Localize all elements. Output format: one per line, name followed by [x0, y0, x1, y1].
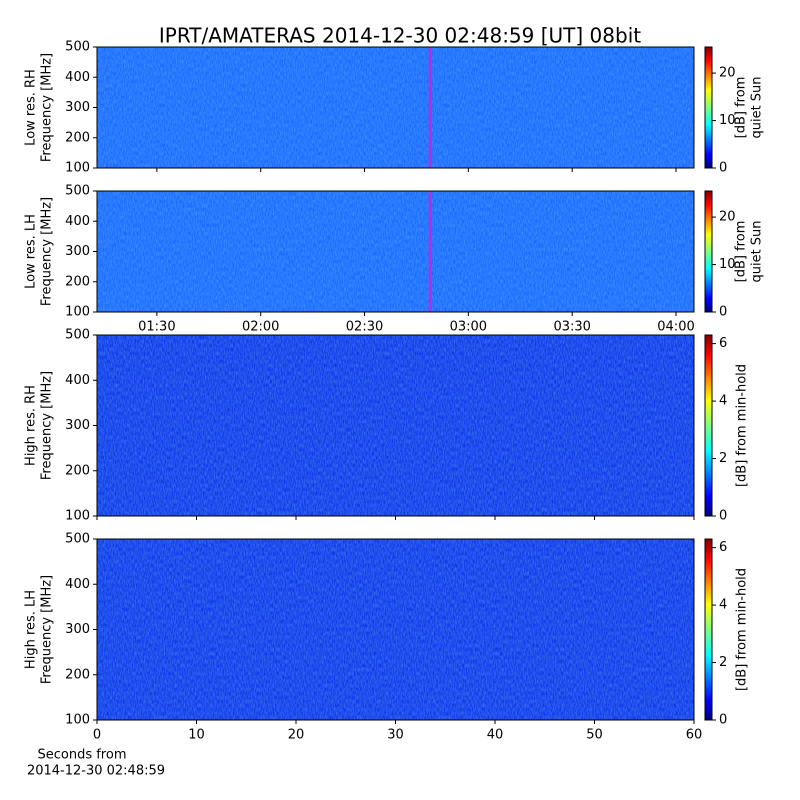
- colorbar: [704, 190, 713, 313]
- colorbar-label: [dB] from min-hold: [735, 364, 750, 487]
- x-tick-label: 60: [686, 728, 703, 743]
- heatmap-texture: [97, 539, 694, 720]
- x-tick-label: 03:30: [553, 320, 590, 335]
- x-tick-label: 03:00: [450, 320, 487, 335]
- x-axis-label: Seconds from: [37, 748, 126, 763]
- colorbar-label: quiet Sun: [750, 220, 765, 282]
- y-tick-label: 200: [65, 463, 90, 478]
- y-tick-label: 300: [65, 244, 90, 259]
- x-tick-label: 0: [93, 728, 101, 743]
- y-axis-label: Frequency [MHz]: [40, 53, 55, 162]
- y-tick-label: 500: [65, 328, 90, 343]
- y-axis-label: Low res. RH: [24, 69, 39, 146]
- y-tick-label: 500: [65, 532, 90, 547]
- heatmap-texture: [97, 335, 694, 516]
- colorbar-tick-label: 2: [719, 655, 727, 670]
- y-tick-label: 400: [65, 70, 90, 85]
- colorbar-tick-label: 10: [719, 113, 736, 128]
- y-tick-label: 300: [65, 418, 90, 433]
- y-tick-label: 500: [65, 184, 90, 199]
- y-tick-label: 500: [65, 40, 90, 55]
- y-tick-label: 100: [65, 305, 90, 320]
- y-tick-label: 400: [65, 373, 90, 388]
- colorbar: [704, 334, 713, 517]
- x-tick-label: 20: [288, 728, 305, 743]
- x-tick-label: 02:00: [242, 320, 279, 335]
- y-tick-label: 200: [65, 130, 90, 145]
- x-tick-label: 30: [387, 728, 404, 743]
- y-tick-label: 400: [65, 577, 90, 592]
- colorbar-label: [dB] from: [734, 221, 749, 283]
- colorbar-tick-label: 4: [719, 598, 727, 613]
- x-tick-label: 40: [487, 728, 504, 743]
- colorbar-label: quiet Sun: [750, 76, 765, 138]
- y-tick-label: 400: [65, 214, 90, 229]
- y-tick-label: 100: [65, 713, 90, 728]
- colorbar-tick-label: 0: [719, 713, 727, 728]
- y-tick-label: 200: [65, 274, 90, 289]
- x-tick-label: 04:00: [657, 320, 694, 335]
- colorbar-tick-label: 0: [719, 305, 727, 320]
- figure-title: IPRT/AMATERAS 2014-12-30 02:48:59 [UT] 0…: [159, 24, 641, 48]
- y-tick-label: 100: [65, 161, 90, 176]
- colorbar-tick-label: 10: [719, 257, 736, 272]
- colorbar: [704, 538, 713, 721]
- colorbar-tick-label: 4: [719, 394, 727, 409]
- x-tick-label: 02:30: [346, 320, 383, 335]
- colorbar-tick-label: 6: [719, 540, 727, 555]
- x-axis-label: 2014-12-30 02:48:59: [27, 764, 165, 779]
- colorbar-tick-label: 20: [719, 210, 736, 225]
- x-tick-label: 10: [188, 728, 205, 743]
- heatmap-texture: [97, 191, 694, 312]
- y-axis-label: Frequency [MHz]: [40, 197, 55, 306]
- y-axis-label: High res. RH: [24, 385, 39, 466]
- x-tick-label: 50: [586, 728, 603, 743]
- colorbar-tick-label: 0: [719, 161, 727, 176]
- y-tick-label: 100: [65, 509, 90, 524]
- colorbar: [704, 46, 713, 169]
- colorbar-tick-label: 6: [719, 336, 727, 351]
- heatmap-texture: [97, 47, 694, 168]
- colorbar-label: [dB] from min-hold: [735, 568, 750, 691]
- y-axis-label: High res. LH: [24, 590, 39, 669]
- y-tick-label: 200: [65, 667, 90, 682]
- colorbar-tick-label: 0: [719, 509, 727, 524]
- x-tick-label: 01:30: [138, 320, 175, 335]
- y-tick-label: 300: [65, 622, 90, 637]
- colorbar-label: [dB] from: [734, 77, 749, 139]
- y-tick-label: 300: [65, 100, 90, 115]
- colorbar-tick-label: 2: [719, 451, 727, 466]
- colorbar-tick-label: 20: [719, 66, 736, 81]
- y-axis-label: Frequency [MHz]: [40, 371, 55, 480]
- y-axis-label: Low res. LH: [24, 214, 39, 289]
- y-axis-label: Frequency [MHz]: [40, 575, 55, 684]
